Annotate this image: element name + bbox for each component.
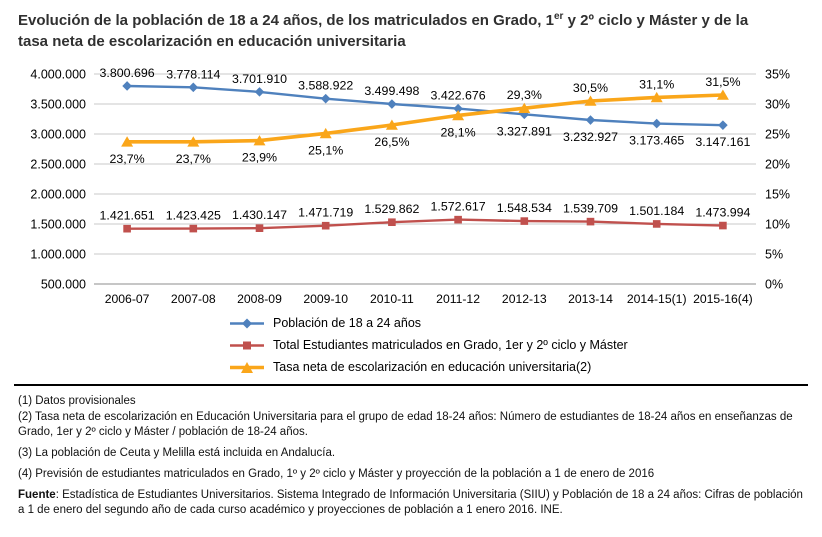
chart-title-line1: Evolución de la población de 18 a 24 año… — [18, 10, 804, 31]
svg-text:28,1%: 28,1% — [441, 125, 476, 139]
svg-text:4.000.000: 4.000.000 — [30, 68, 86, 82]
svg-text:25,1%: 25,1% — [308, 143, 343, 157]
svg-text:500.000: 500.000 — [41, 278, 86, 292]
svg-text:1.423.425: 1.423.425 — [166, 209, 221, 223]
chart-title-line2: tasa neta de escolarización en educación… — [18, 33, 406, 50]
svg-text:2008-09: 2008-09 — [237, 292, 282, 306]
series-data-labels-2: 23,7% 23,7% 23,9% 25,1% 26,5% 28,1% 29,3% 30,5%… — [110, 75, 741, 166]
svg-text:2010-11: 2010-11 — [370, 292, 414, 306]
svg-text:1.539.709: 1.539.709 — [563, 202, 618, 216]
series-data-labels-1: 1.421.651 1.423.425 1.430.147 1.471.719 1.52… — [100, 200, 751, 223]
line-chart: 500.000 1.000.000 1.500.000 2.000.000 2.500.… — [30, 66, 790, 306]
footnote-2: (2) Tasa neta de escolarización en Educa… — [18, 410, 793, 438]
svg-text:2013-14: 2013-14 — [568, 292, 613, 306]
svg-text:30,5%: 30,5% — [573, 81, 608, 95]
svg-text:1.000.000: 1.000.000 — [30, 248, 86, 262]
svg-text:35%: 35% — [765, 68, 790, 82]
footnote-4: (4) Previsión de estudiantes matriculado… — [18, 467, 655, 480]
svg-text:2009-10: 2009-10 — [303, 292, 348, 306]
svg-text:3.000.000: 3.000.000 — [30, 128, 86, 142]
svg-text:2.000.000: 2.000.000 — [30, 188, 86, 202]
legend-item-matriculados: Total Estudiantes matriculados en Grado,… — [230, 334, 822, 356]
svg-text:1.473.994: 1.473.994 — [695, 206, 750, 220]
legend-label: Población de 18 a 24 años — [273, 316, 422, 330]
footnotes: (1) Datos provisionales (2) Tasa neta de… — [0, 394, 822, 518]
legend-marker-triangle-icon — [230, 361, 264, 373]
legend-item-poblacion: Población de 18 a 24 años — [230, 312, 822, 334]
svg-text:2.500.000: 2.500.000 — [30, 158, 86, 172]
series-data-labels-0: 3.800.696 3.778.114 3.701.910 3.588.922 3.49… — [100, 66, 751, 149]
svg-text:26,5%: 26,5% — [374, 135, 409, 149]
series-line-1 — [123, 215, 727, 233]
legend-marker-square-icon — [230, 341, 264, 349]
svg-text:3.232.927: 3.232.927 — [563, 130, 618, 144]
svg-text:2014-15(1): 2014-15(1) — [627, 292, 687, 306]
svg-text:5%: 5% — [765, 248, 783, 262]
title-superscript: er — [554, 11, 564, 22]
svg-text:3.173.465: 3.173.465 — [629, 134, 684, 148]
report-page: Evolución de la población de 18 a 24 año… — [0, 0, 822, 518]
svg-text:2011-12: 2011-12 — [436, 292, 480, 306]
series-line-0 — [122, 81, 728, 130]
svg-text:15%: 15% — [765, 188, 790, 202]
svg-text:3.800.696: 3.800.696 — [100, 66, 155, 80]
svg-text:3.778.114: 3.778.114 — [166, 67, 220, 81]
x-axis-labels: 2006-07 2007-08 2008-09 2009-10 2010-11 2011-… — [105, 292, 753, 306]
svg-text:29,3%: 29,3% — [507, 88, 542, 102]
svg-text:1.529.862: 1.529.862 — [364, 202, 419, 216]
chart-legend: Población de 18 a 24 años Total Estudian… — [230, 312, 822, 378]
svg-text:3.499.498: 3.499.498 — [364, 84, 419, 98]
svg-text:0%: 0% — [765, 278, 783, 292]
fuente-text: : Estadística de Estudiantes Universitar… — [18, 488, 803, 516]
svg-text:2012-13: 2012-13 — [502, 292, 547, 306]
svg-text:31,5%: 31,5% — [705, 75, 740, 89]
separator-line — [14, 384, 808, 386]
svg-text:3.701.910: 3.701.910 — [232, 72, 287, 86]
svg-text:20%: 20% — [765, 158, 790, 172]
svg-text:1.430.147: 1.430.147 — [232, 208, 287, 222]
svg-text:3.147.161: 3.147.161 — [695, 135, 750, 149]
chart-title: Evolución de la población de 18 a 24 año… — [0, 0, 822, 54]
svg-text:10%: 10% — [765, 218, 790, 232]
svg-text:31,1%: 31,1% — [639, 77, 674, 91]
y-axis-right-labels: 0% 5% 10% 15% 20% 25% 30% 35% — [765, 68, 790, 292]
svg-text:3.500.000: 3.500.000 — [30, 98, 86, 112]
legend-item-tasa: Tasa neta de escolarización en educación… — [230, 356, 822, 378]
fuente-label: Fuente — [18, 488, 56, 501]
footnote-fuente: Fuente: Estadística de Estudiantes Unive… — [18, 488, 804, 518]
svg-text:1.501.184: 1.501.184 — [629, 204, 684, 218]
svg-text:2006-07: 2006-07 — [105, 292, 150, 306]
svg-text:2007-08: 2007-08 — [171, 292, 216, 306]
svg-text:30%: 30% — [765, 98, 790, 112]
svg-text:1.421.651: 1.421.651 — [100, 209, 155, 223]
title-text: y 2º ciclo y Máster y de la — [563, 12, 749, 29]
svg-text:23,7%: 23,7% — [110, 152, 145, 166]
legend-label: Total Estudiantes matriculados en Grado,… — [273, 338, 628, 352]
svg-text:23,9%: 23,9% — [242, 151, 277, 165]
svg-text:25%: 25% — [765, 128, 790, 142]
legend-marker-diamond-icon — [230, 318, 264, 328]
footnote-1: (1) Datos provisionales — [18, 395, 136, 407]
svg-text:3.588.922: 3.588.922 — [298, 79, 353, 93]
svg-text:1.548.534: 1.548.534 — [497, 201, 552, 215]
svg-text:1.500.000: 1.500.000 — [30, 218, 86, 232]
series-line-2 — [121, 89, 729, 147]
title-text: Evolución de la población de 18 a 24 año… — [18, 12, 554, 29]
svg-text:1.572.617: 1.572.617 — [431, 200, 486, 214]
svg-text:3.327.891: 3.327.891 — [497, 124, 552, 138]
footnote-3: (3) La población de Ceuta y Melilla está… — [18, 446, 336, 459]
svg-text:23,7%: 23,7% — [176, 152, 211, 166]
svg-text:2015-16(4): 2015-16(4) — [693, 292, 753, 306]
legend-label: Tasa neta de escolarización en educación… — [273, 360, 592, 374]
y-axis-left-labels: 500.000 1.000.000 1.500.000 2.000.000 2.500.… — [30, 68, 86, 292]
svg-text:3.422.676: 3.422.676 — [431, 89, 486, 103]
svg-text:1.471.719: 1.471.719 — [298, 206, 353, 220]
